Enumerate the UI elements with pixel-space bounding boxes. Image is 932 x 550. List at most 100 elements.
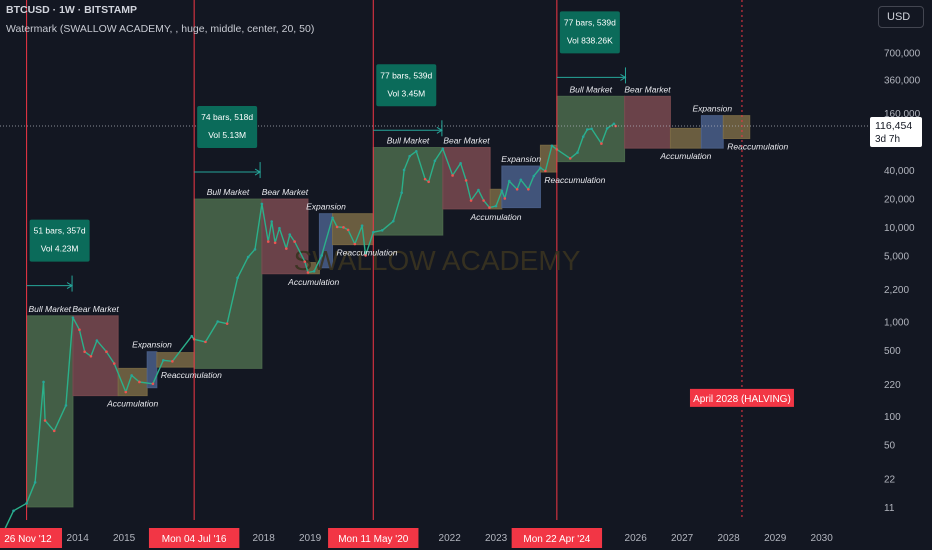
price-point bbox=[515, 187, 519, 191]
phase-box-bear[interactable] bbox=[72, 315, 119, 397]
price-point bbox=[320, 254, 324, 257]
x-tick-label: 2027 bbox=[671, 533, 694, 544]
halving-date-text: 26 Nov '12 bbox=[4, 534, 52, 545]
price-point bbox=[95, 339, 99, 342]
measurement-tools: 51 bars, 357d Vol 4.23M 74 bars, 518d Vol 5… bbox=[26, 11, 627, 292]
price-point bbox=[25, 502, 28, 505]
price-point bbox=[612, 122, 616, 126]
price-point bbox=[306, 271, 310, 274]
measure-vol-text: Vol 5.13M bbox=[208, 130, 246, 140]
price-point bbox=[151, 382, 155, 386]
arrow-head-icon bbox=[254, 168, 262, 176]
measure-vol-text: Vol 4.23M bbox=[41, 244, 79, 254]
measure-bars-text: 77 bars, 539d bbox=[564, 17, 616, 27]
price-point bbox=[459, 162, 462, 165]
measure-bars-text: 51 bars, 357d bbox=[34, 226, 86, 236]
phase-box-bear[interactable] bbox=[624, 95, 671, 149]
price-point bbox=[576, 151, 579, 154]
y-tick-label: 40,000 bbox=[884, 166, 915, 177]
phase-label: Expansion bbox=[132, 340, 172, 350]
currency-button[interactable]: USD bbox=[878, 6, 924, 28]
phase-label: Reaccumulation bbox=[544, 175, 605, 185]
halving-date-tag bbox=[328, 528, 419, 548]
price-point bbox=[469, 199, 473, 202]
measure-vol-text: Vol 838.26K bbox=[567, 35, 613, 45]
phase-label: Expansion bbox=[692, 104, 732, 114]
phase-box-accumulation[interactable] bbox=[669, 127, 702, 149]
price-point bbox=[124, 390, 128, 394]
price-axis-area[interactable] bbox=[868, 0, 932, 550]
price-point bbox=[130, 374, 133, 377]
y-tick-label: 20,000 bbox=[884, 194, 915, 205]
symbol-title[interactable]: BTCUSD · 1W · BITSTAMP bbox=[6, 4, 138, 16]
price-point bbox=[482, 199, 485, 202]
price-point bbox=[408, 154, 411, 158]
arrow-head-icon bbox=[620, 73, 627, 81]
x-tick-label: 2028 bbox=[717, 533, 740, 544]
indicator-legend[interactable]: Watermark (SWALLOW ACADEMY, , huge, midd… bbox=[6, 23, 315, 35]
watermark-text: SWALLOW ACADEMY bbox=[294, 245, 581, 276]
phase-labels: Bull Market Bear MarketAccumulationExpans… bbox=[29, 84, 789, 408]
price-point bbox=[477, 188, 480, 192]
phase-box-expansion[interactable] bbox=[146, 351, 158, 389]
y-tick-label: 220 bbox=[884, 380, 901, 391]
future-halving: April 2028 (HALVING) bbox=[689, 0, 794, 520]
y-tick-label: 500 bbox=[884, 346, 901, 357]
phase-label: Accumulation bbox=[287, 277, 339, 287]
measure-bars-text: 74 bars, 518d bbox=[201, 112, 253, 122]
price-point bbox=[312, 269, 316, 273]
price-point bbox=[138, 380, 141, 384]
arrow-head-icon bbox=[66, 282, 74, 290]
arrow-head-icon bbox=[436, 126, 443, 134]
price-axis: 700,000 360,000 160,000 40,000 20,000 10,000 5… bbox=[868, 0, 932, 550]
measure-label[interactable] bbox=[29, 219, 90, 262]
measure-label[interactable] bbox=[197, 106, 258, 149]
price-tag-value: 116,454 bbox=[875, 120, 912, 132]
price-point bbox=[260, 202, 264, 206]
phase-label: Reaccumulation bbox=[337, 248, 398, 258]
price-point bbox=[253, 248, 257, 251]
phase-box-bull[interactable] bbox=[26, 315, 74, 508]
price-point bbox=[605, 127, 609, 130]
price-point bbox=[507, 179, 511, 183]
price-point bbox=[364, 254, 367, 257]
phase-label: Bear Market bbox=[624, 84, 671, 94]
measure-label[interactable] bbox=[376, 64, 437, 107]
price-point bbox=[246, 255, 250, 259]
price-point bbox=[162, 358, 165, 362]
y-tick-label: 1,000 bbox=[884, 318, 909, 329]
measure-label[interactable] bbox=[559, 11, 620, 54]
price-point bbox=[527, 187, 530, 191]
price-point bbox=[236, 276, 239, 280]
future-halving-tag[interactable] bbox=[689, 388, 794, 407]
halving-date-text: Mon 11 May '20 bbox=[338, 534, 409, 545]
price-point bbox=[266, 240, 270, 243]
price-point bbox=[544, 169, 547, 173]
price-point bbox=[400, 191, 403, 194]
price-point bbox=[42, 380, 45, 384]
y-tick-label: 10,000 bbox=[884, 223, 915, 234]
price-point bbox=[285, 247, 288, 250]
phase-box-bull[interactable] bbox=[193, 198, 263, 369]
x-tick-label: 2029 bbox=[764, 533, 787, 544]
price-point bbox=[585, 128, 589, 131]
phase-box-bull[interactable] bbox=[372, 147, 444, 236]
phase-label: Reaccumulation bbox=[727, 141, 788, 151]
halving-date-text: Mon 22 Apr '24 bbox=[523, 534, 590, 545]
price-point bbox=[539, 166, 542, 170]
phase-box-reaccumulation[interactable] bbox=[722, 115, 751, 139]
price-point bbox=[488, 206, 491, 209]
x-tick-label: 2022 bbox=[439, 533, 462, 544]
phase-boxes bbox=[26, 95, 751, 508]
phase-label: Bear Market bbox=[262, 187, 309, 197]
halving-date-tag bbox=[148, 528, 240, 548]
measure-vol-text: Vol 3.45M bbox=[387, 88, 425, 98]
phase-label: Expansion bbox=[306, 202, 346, 212]
price-series bbox=[0, 122, 868, 540]
price-point bbox=[441, 147, 445, 151]
price-point bbox=[581, 135, 585, 138]
phase-box-expansion[interactable] bbox=[700, 115, 724, 149]
price-point bbox=[590, 127, 593, 131]
x-tick-label: 2023 bbox=[485, 533, 508, 544]
